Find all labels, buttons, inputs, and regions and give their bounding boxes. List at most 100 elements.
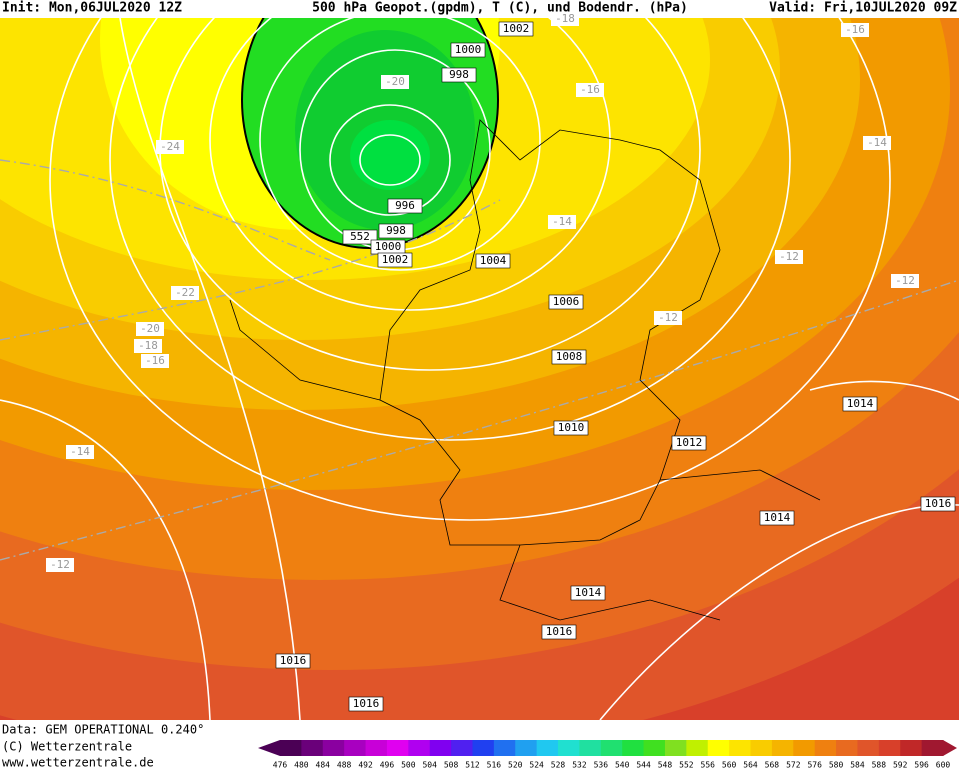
isobar-label: 552 <box>350 230 370 243</box>
temperature-label-box <box>576 83 604 97</box>
colorbar-tick-label: 572 <box>786 761 801 770</box>
colorbar-tick-label: 580 <box>829 761 844 770</box>
isobar-label: 1016 <box>546 625 573 638</box>
isobar-label: 1014 <box>575 586 602 599</box>
colorbar-swatch <box>750 740 773 756</box>
isobar-label: 996 <box>395 199 415 212</box>
colorbar-tick-label: 508 <box>444 761 459 770</box>
colorbar-tick-label: 544 <box>636 761 651 770</box>
temperature-label: -16 <box>580 83 600 96</box>
isobar-label: 1014 <box>847 397 874 410</box>
colorbar-swatch <box>558 740 580 756</box>
colorbar-tick-label: 552 <box>679 761 694 770</box>
isobar-label: 1010 <box>558 421 585 434</box>
colorbar-swatch <box>836 740 858 756</box>
temperature-label-box <box>841 23 869 37</box>
data-source: Data: GEM OPERATIONAL 0.240° <box>2 723 204 737</box>
colorbar-tick-label: 560 <box>722 761 737 770</box>
temperature-label-box <box>863 136 891 150</box>
colorbar-tick-label: 540 <box>615 761 630 770</box>
temperature-label: -16 <box>845 23 865 36</box>
map-title: 500 hPa Geopot.(gpdm), T (C), und Bodend… <box>312 1 688 16</box>
isobar-label-box <box>842 396 878 412</box>
temperature-label-box <box>136 322 164 336</box>
isobar-label: 1014 <box>764 511 791 524</box>
colorbar-swatch <box>386 740 409 756</box>
colorbar-tick-label: 584 <box>850 761 865 770</box>
colorbar-tick-label: 564 <box>743 761 758 770</box>
isobar-label: 1002 <box>382 253 409 266</box>
temperature-label: -24 <box>160 140 180 153</box>
colorbar-swatch <box>622 740 645 756</box>
temperature-label: -12 <box>50 558 70 571</box>
colorbar-swatch <box>579 740 602 756</box>
colorbar-swatch <box>857 740 880 756</box>
isobar-label-box <box>759 510 795 526</box>
colorbar-tick-label: 576 <box>807 761 822 770</box>
temperature-label-box <box>654 311 682 325</box>
colorbar-tick-label: 600 <box>936 761 951 770</box>
colorbar-swatch <box>472 740 495 756</box>
colorbar-swatch <box>536 740 559 756</box>
init-time: Init: Mon,06JUL2020 12Z <box>2 1 182 16</box>
url: www.wetterzentrale.de <box>2 756 154 770</box>
isobar-label-box <box>348 696 384 712</box>
isobar-label: 1016 <box>280 654 307 667</box>
isobar-label: 1000 <box>455 43 482 56</box>
colorbar-arrow-left <box>258 740 280 756</box>
colorbar-tick-label: 512 <box>465 761 480 770</box>
colorbar-tick-label: 488 <box>337 761 352 770</box>
isobar-label: 1012 <box>676 436 703 449</box>
colorbar-tick-label: 532 <box>572 761 587 770</box>
temperature-label-box <box>46 558 74 572</box>
colorbar-swatch <box>408 740 431 756</box>
temperature-label: -12 <box>895 274 915 287</box>
colorbar-swatch <box>686 740 709 756</box>
colorbar-swatch <box>344 740 367 756</box>
isobar-label-box <box>450 42 486 58</box>
temperature-label-box <box>551 12 579 26</box>
temperature-label: -22 <box>175 286 195 299</box>
colorbar-swatch <box>429 740 452 756</box>
temperature-label: -14 <box>70 445 90 458</box>
copyright: (C) Wetterzentrale <box>2 740 132 754</box>
colorbar-swatch <box>793 740 816 756</box>
isobar-label-box <box>342 229 378 245</box>
isobar-label-box <box>541 624 577 640</box>
colorbar-swatch <box>900 740 923 756</box>
temperature-label: -18 <box>555 12 575 25</box>
isobar-label: 998 <box>449 68 469 81</box>
isobar-label: 1000 <box>375 240 402 253</box>
colorbar-swatch <box>814 740 837 756</box>
isobar-label-box <box>441 67 477 83</box>
isobar-label-box <box>377 252 413 268</box>
colorbar-tick-label: 496 <box>380 761 395 770</box>
temperature-label-box <box>156 140 184 154</box>
colorbar-tick-label: 492 <box>358 761 373 770</box>
colorbar-swatch <box>878 740 901 756</box>
colorbar-swatch <box>280 740 302 756</box>
temperature-label: -12 <box>658 311 678 324</box>
temperature-label: -20 <box>140 322 160 335</box>
colorbar-tick-label: 588 <box>872 761 887 770</box>
colorbar-swatch <box>322 740 345 756</box>
isobar-label: 1008 <box>556 350 583 363</box>
colorbar-tick-label: 500 <box>401 761 416 770</box>
colorbar-swatch <box>515 740 538 756</box>
colorbar-swatch <box>301 740 324 756</box>
temperature-label-box <box>134 339 162 353</box>
isobar-label: 1016 <box>925 497 952 510</box>
temperature-label: -16 <box>145 354 165 367</box>
colorbar-tick-label: 536 <box>594 761 609 770</box>
colorbar-swatch <box>493 740 516 756</box>
temperature-label-box <box>775 250 803 264</box>
isobar-label-box <box>275 653 311 669</box>
colorbar-tick-label: 480 <box>294 761 309 770</box>
isobar-label-box <box>671 435 707 451</box>
temperature-label-box <box>381 75 409 89</box>
colorbar-tick-label: 484 <box>316 761 331 770</box>
colorbar-tick-label: 528 <box>551 761 566 770</box>
isobar-label-box <box>920 496 956 512</box>
colorbar-tick-label: 556 <box>701 761 716 770</box>
